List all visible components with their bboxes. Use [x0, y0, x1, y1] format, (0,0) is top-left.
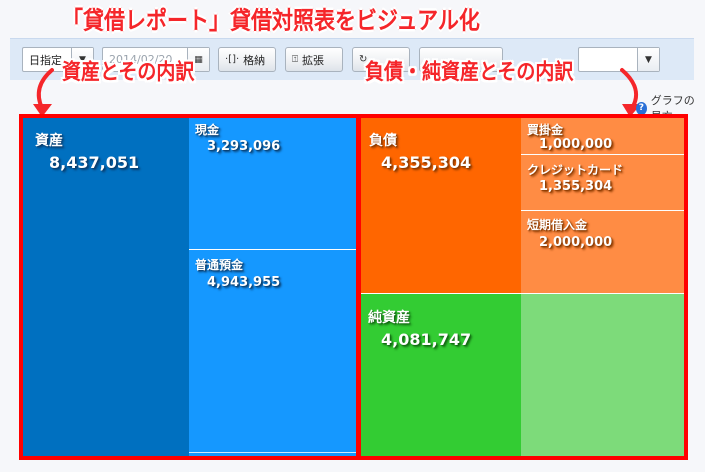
collapse-label: 格納: [243, 53, 266, 67]
treemap-net-assets-detail[interactable]: [521, 294, 684, 456]
rotate-icon: ↻: [359, 54, 368, 65]
treemap-credit-card[interactable]: クレジットカード 1,355,304: [521, 155, 684, 210]
net-assets-label: 純資産: [368, 310, 410, 326]
date-mode-value: 日指定: [29, 53, 62, 67]
date-value: 2014/02/20: [109, 53, 173, 66]
headline-annotation: 「貸借レポート」貸借対照表をビジュアル化: [62, 6, 480, 35]
short-term-loan-label: 短期借入金: [527, 218, 588, 232]
treemap-accounts-payable[interactable]: 買掛金 1,000,000: [521, 118, 684, 154]
right-select[interactable]: ▼: [578, 47, 660, 72]
treemap-net-assets[interactable]: 純資産 4,081,747: [361, 294, 521, 456]
divider: [189, 452, 356, 453]
cash-value: 3,293,096: [207, 139, 281, 154]
toolbar-button-5[interactable]: [419, 47, 503, 72]
net-assets-value: 4,081,747: [381, 330, 472, 349]
question-icon: ?: [636, 101, 647, 115]
assets-value: 8,437,051: [49, 153, 140, 172]
savings-label: 普通預金: [195, 258, 244, 272]
treemap-liabilities[interactable]: 負債 4,355,304: [361, 118, 521, 293]
credit-card-value: 1,355,304: [539, 179, 613, 194]
callout-liabilities-equity: 負債・純資産とその内訳: [365, 59, 574, 85]
divider: [189, 249, 356, 250]
accounts-payable-value: 1,000,000: [539, 137, 613, 152]
treemap-cash[interactable]: 現金 3,293,096: [189, 118, 356, 249]
calendar-icon: ▦: [187, 48, 209, 71]
savings-value: 4,943,955: [207, 275, 281, 290]
divider: [361, 293, 684, 294]
arrow-left-icon: [33, 68, 641, 117]
divider: [521, 154, 684, 155]
liabilities-label: 負債: [369, 133, 397, 149]
expand-label: 拡張: [302, 53, 324, 67]
toolbar: 日指定 ▼ 2014/02/20 ▦ ·[]· 格納 ⍐ 拡張 ↻ ▼: [10, 38, 694, 80]
treemap-short-term-loan[interactable]: 短期借入金 2,000,000: [521, 211, 684, 293]
short-term-loan-value: 2,000,000: [539, 235, 613, 250]
liabilities-value: 4,355,304: [381, 153, 472, 172]
callout-assets: 資産とその内訳: [62, 59, 195, 85]
accounts-payable-label: 買掛金: [527, 123, 564, 137]
expand-button[interactable]: ⍐ 拡張: [285, 47, 343, 72]
divider: [521, 210, 684, 211]
cash-label: 現金: [195, 123, 220, 137]
expand-icon: ⍐: [292, 54, 298, 65]
assets-label: 資産: [35, 133, 63, 149]
chevron-down-icon: ▼: [71, 48, 93, 71]
date-mode-select[interactable]: 日指定 ▼: [22, 47, 94, 72]
chevron-down-icon: ▼: [637, 48, 659, 71]
collapse-icon: ·[]·: [225, 54, 240, 65]
collapse-button[interactable]: ·[]· 格納: [218, 47, 276, 72]
toolbar-button-4[interactable]: ↻: [352, 47, 410, 72]
treemap-assets[interactable]: 資産 8,437,051: [23, 118, 189, 456]
treemap-savings-deposit[interactable]: 普通預金 4,943,955: [189, 250, 356, 456]
credit-card-label: クレジットカード: [527, 163, 624, 177]
date-select[interactable]: 2014/02/20 ▦: [102, 47, 210, 72]
